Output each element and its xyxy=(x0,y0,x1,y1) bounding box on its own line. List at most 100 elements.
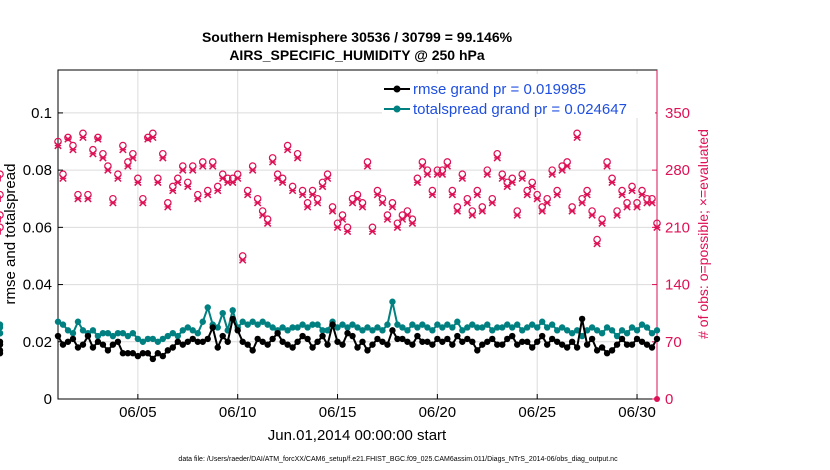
totalspread-point xyxy=(269,324,276,331)
rmse-point xyxy=(444,335,451,343)
rmse-point xyxy=(174,338,181,345)
rmse-point xyxy=(279,338,286,345)
rmse-point xyxy=(354,344,361,351)
obs-possible-point xyxy=(94,133,102,142)
obs-evaluated-point xyxy=(543,199,551,207)
obs-possible-point xyxy=(0,190,4,199)
obs-evaluated-point xyxy=(109,199,117,207)
obs-evaluated-point xyxy=(588,211,596,219)
rmse-point xyxy=(204,335,211,343)
rmse-point xyxy=(254,335,261,343)
obs-evaluated-point xyxy=(184,182,192,191)
totalspread-point xyxy=(369,327,376,334)
obs-evaluated-point xyxy=(124,162,132,170)
y-left-tick-label: 0.1 xyxy=(31,105,52,122)
obs-evaluated-point xyxy=(353,195,362,203)
totalspread-point xyxy=(504,321,511,328)
obs-evaluated-point xyxy=(593,239,601,248)
rmse-point xyxy=(489,335,496,343)
rmse-point xyxy=(593,347,601,354)
rmse-point xyxy=(314,338,321,345)
obs-evaluated-point xyxy=(653,223,661,232)
rmse-point xyxy=(553,338,561,345)
rmse-point xyxy=(434,335,441,343)
y-right-tick-label: 210 xyxy=(665,219,690,236)
totalspread-point xyxy=(134,335,142,343)
obs-evaluated-point xyxy=(413,178,422,187)
obs-possible-point xyxy=(0,211,4,219)
rmse-point xyxy=(534,338,541,345)
obs-evaluated-point xyxy=(278,178,287,187)
rmse-point xyxy=(274,330,281,337)
rmse-point xyxy=(583,341,591,348)
obs-evaluated-point xyxy=(313,199,322,207)
obs-evaluated-point xyxy=(628,186,636,195)
rmse-point xyxy=(394,335,401,343)
obs-evaluated-point xyxy=(443,162,452,170)
totalspread-point xyxy=(509,324,516,331)
totalspread-point xyxy=(623,330,631,337)
legend-box xyxy=(382,74,655,118)
rmse-point xyxy=(229,315,236,323)
totalspread-point xyxy=(149,335,157,343)
rmse-point xyxy=(149,355,157,363)
obs-evaluated-point xyxy=(548,170,556,178)
totalspread-point xyxy=(139,338,147,345)
totalspread-point xyxy=(638,321,646,328)
totalspread-point xyxy=(389,298,396,305)
rmse-point xyxy=(389,327,396,334)
totalspread-point xyxy=(324,327,331,334)
rmse-point xyxy=(633,335,641,343)
rmse-point xyxy=(494,341,501,348)
x-tick-label: 06/15 xyxy=(319,404,357,421)
obs-evaluated-point xyxy=(478,207,487,215)
rmse-point xyxy=(299,332,306,340)
totalspread-point xyxy=(519,327,526,334)
rmse-point xyxy=(334,338,341,345)
obs-evaluated-point xyxy=(463,199,472,207)
totalspread-point xyxy=(249,318,256,325)
obs-evaluated-point xyxy=(518,174,526,183)
rmse-point xyxy=(309,344,316,351)
obs-evaluated-point xyxy=(343,227,352,236)
obs-evaluated-point xyxy=(513,211,521,219)
rmse-point xyxy=(199,338,206,345)
obs-evaluated-point xyxy=(258,211,267,219)
totalspread-point xyxy=(144,335,152,343)
obs-evaluated-point xyxy=(648,199,656,207)
totalspread-point xyxy=(309,321,316,328)
totalspread-point xyxy=(204,304,211,311)
rmse-point xyxy=(154,350,162,357)
totalspread-point xyxy=(588,324,596,331)
y-right-zero-marker xyxy=(654,396,660,402)
rmse-point xyxy=(653,335,661,343)
totalspread-point xyxy=(334,324,341,331)
totalspread-point xyxy=(114,330,122,337)
obs-evaluated-point xyxy=(194,195,202,203)
y-left-tick-label: 0 xyxy=(44,391,52,408)
totalspread-point xyxy=(119,330,127,337)
rmse-point xyxy=(404,338,411,345)
rmse-point xyxy=(364,347,371,354)
rmse-point xyxy=(219,332,226,340)
obs-evaluated-point xyxy=(174,178,182,187)
rmse-point xyxy=(129,350,137,357)
obs-evaluated-point xyxy=(383,215,392,223)
totalspread-point xyxy=(578,332,586,340)
totalspread-point xyxy=(548,321,556,328)
rmse-point xyxy=(89,344,97,351)
y-left-tick-label: 0.02 xyxy=(23,334,52,351)
totalspread-point xyxy=(359,327,366,334)
rmse-point xyxy=(234,327,241,334)
legend-spread-label: totalspread grand pr = 0.024647 xyxy=(413,101,627,118)
totalspread-point xyxy=(573,327,581,334)
totalspread-point xyxy=(179,327,186,334)
y-right-tick-label: 0 xyxy=(665,391,673,408)
obs-evaluated-point xyxy=(598,219,606,227)
totalspread-point xyxy=(79,327,87,334)
totalspread-point xyxy=(534,324,541,331)
totalspread-point xyxy=(344,324,351,331)
obs-evaluated-point xyxy=(408,219,417,227)
obs-evaluated-point xyxy=(523,190,531,199)
obs-evaluated-point xyxy=(318,182,327,191)
